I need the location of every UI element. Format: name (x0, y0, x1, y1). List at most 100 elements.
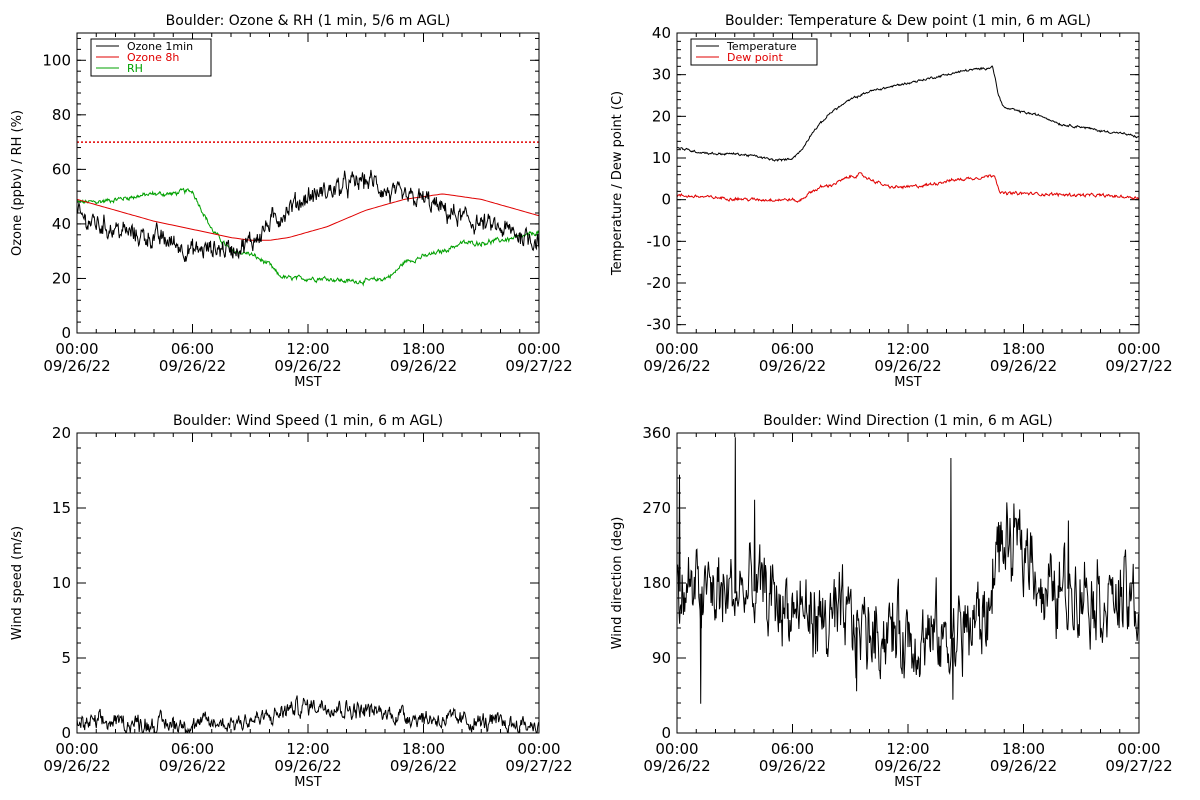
x-tick-label-time: 12:00 (286, 340, 329, 358)
y-tick-label: 360 (642, 424, 671, 442)
x-tick-label-time: 12:00 (886, 340, 929, 358)
y-tick-label: 40 (652, 24, 671, 42)
y-axis-label: Wind direction (deg) (610, 517, 625, 650)
y-tick-label: 80 (52, 106, 71, 124)
x-tick-label-date: 09/26/22 (390, 757, 457, 775)
y-tick-label: -30 (647, 316, 672, 334)
chart-title: Boulder: Wind Speed (1 min, 6 m AGL) (173, 413, 443, 429)
y-tick-label: 0 (661, 724, 671, 742)
x-axis-label: MST (294, 775, 321, 790)
legend-label: RH (127, 62, 143, 75)
y-tick-label: -10 (647, 232, 672, 250)
y-axis-label: Temperature / Dew point (C) (610, 91, 625, 276)
series-line-dew-point (677, 172, 1139, 203)
x-tick-label-date: 09/26/22 (43, 757, 110, 775)
x-tick-label-date: 09/26/22 (159, 757, 226, 775)
x-tick-label-time: 00:00 (655, 340, 698, 358)
y-tick-label: 90 (652, 649, 671, 667)
y-tick-label: 20 (52, 269, 71, 287)
x-tick-label-time: 00:00 (517, 740, 560, 758)
x-tick-label-time: 00:00 (55, 340, 98, 358)
x-tick-label-date: 09/26/22 (390, 357, 457, 375)
y-tick-label: 0 (661, 191, 671, 209)
series-line-temperature (677, 65, 1139, 162)
x-tick-label-date: 09/26/22 (159, 357, 226, 375)
x-tick-label-date: 09/27/22 (505, 757, 572, 775)
x-tick-label-date: 09/27/22 (505, 357, 572, 375)
x-tick-label-time: 18:00 (1002, 740, 1045, 758)
plot-frame (676, 32, 1140, 334)
x-tick-label-date: 09/26/22 (874, 757, 941, 775)
y-tick-label: 0 (61, 324, 71, 342)
x-tick-label-date: 09/26/22 (274, 357, 341, 375)
x-tick-label-time: 06:00 (171, 340, 214, 358)
y-tick-label: 0 (61, 724, 71, 742)
y-tick-label: 30 (652, 66, 671, 84)
x-axis-label: MST (294, 375, 321, 390)
x-tick-label-date: 09/26/22 (643, 757, 710, 775)
y-tick-label: 10 (52, 574, 71, 592)
x-tick-label-date: 09/26/22 (759, 757, 826, 775)
y-tick-label: 60 (52, 160, 71, 178)
series-line-1 (77, 695, 539, 733)
x-tick-label-time: 18:00 (402, 740, 445, 758)
x-tick-label-time: 00:00 (655, 740, 698, 758)
x-axis-label: MST (894, 375, 921, 390)
x-axis-label: MST (894, 775, 921, 790)
chart-title: Boulder: Wind Direction (1 min, 6 m AGL) (763, 413, 1052, 429)
x-tick-label-time: 18:00 (1002, 340, 1045, 358)
x-tick-label-date: 09/26/22 (43, 357, 110, 375)
y-tick-label: 20 (52, 424, 71, 442)
chart-title: Boulder: Temperature & Dew point (1 min,… (725, 13, 1091, 29)
series-line-2 (678, 437, 1070, 704)
x-tick-label-date: 09/26/22 (274, 757, 341, 775)
series-line-ozone-1min (77, 169, 539, 263)
y-tick-label: 100 (42, 51, 71, 69)
chart-panel-4: Boulder: Wind Direction (1 min, 6 m AGL)… (610, 413, 1173, 790)
series-line-rh (77, 187, 539, 287)
y-tick-label: 270 (642, 499, 671, 517)
y-tick-label: 180 (642, 574, 671, 592)
y-tick-label: -20 (647, 274, 672, 292)
chart-panel-2: Boulder: Temperature & Dew point (1 min,… (610, 13, 1173, 390)
x-tick-label-date: 09/26/22 (643, 357, 710, 375)
y-axis-label: Wind speed (m/s) (10, 526, 25, 640)
plot-frame (76, 32, 540, 334)
x-tick-label-time: 12:00 (286, 740, 329, 758)
chart-panel-3: Boulder: Wind Speed (1 min, 6 m AGL) Wind… (10, 413, 573, 790)
x-tick-label-time: 12:00 (886, 740, 929, 758)
x-tick-label-date: 09/26/22 (990, 357, 1057, 375)
y-tick-label: 5 (61, 649, 71, 667)
series-line-1 (677, 502, 1139, 680)
legend-label: Temperature (726, 40, 797, 53)
x-tick-label-date: 09/26/22 (874, 357, 941, 375)
legend-label: Dew point (727, 51, 783, 64)
x-tick-label-time: 00:00 (517, 340, 560, 358)
legend-label: Ozone 1min (127, 40, 193, 53)
x-tick-label-date: 09/27/22 (1105, 757, 1172, 775)
x-tick-label-time: 00:00 (1117, 340, 1160, 358)
x-tick-label-date: 09/26/22 (759, 357, 826, 375)
x-tick-label-date: 09/26/22 (990, 757, 1057, 775)
y-tick-label: 10 (652, 149, 671, 167)
x-tick-label-time: 00:00 (1117, 740, 1160, 758)
plot-frame (676, 432, 1140, 734)
chart-title: Boulder: Ozone & RH (1 min, 5/6 m AGL) (166, 13, 451, 29)
y-axis-label: Ozone (ppbv) / RH (%) (10, 110, 25, 256)
y-tick-label: 40 (52, 215, 71, 233)
x-tick-label-time: 06:00 (171, 740, 214, 758)
x-tick-label-time: 18:00 (402, 340, 445, 358)
chart-panel-1: Boulder: Ozone & RH (1 min, 5/6 m AGL) Oz… (10, 13, 573, 390)
legend-box (690, 38, 818, 66)
y-tick-label: 15 (52, 499, 71, 517)
x-tick-label-time: 00:00 (55, 740, 98, 758)
y-tick-label: 20 (652, 107, 671, 125)
x-tick-label-date: 09/27/22 (1105, 357, 1172, 375)
series-line-ozone-8h (77, 193, 539, 241)
x-tick-label-time: 06:00 (771, 340, 814, 358)
plot-frame (76, 432, 540, 734)
x-tick-label-time: 06:00 (771, 740, 814, 758)
legend-label: Ozone 8h (127, 51, 179, 64)
